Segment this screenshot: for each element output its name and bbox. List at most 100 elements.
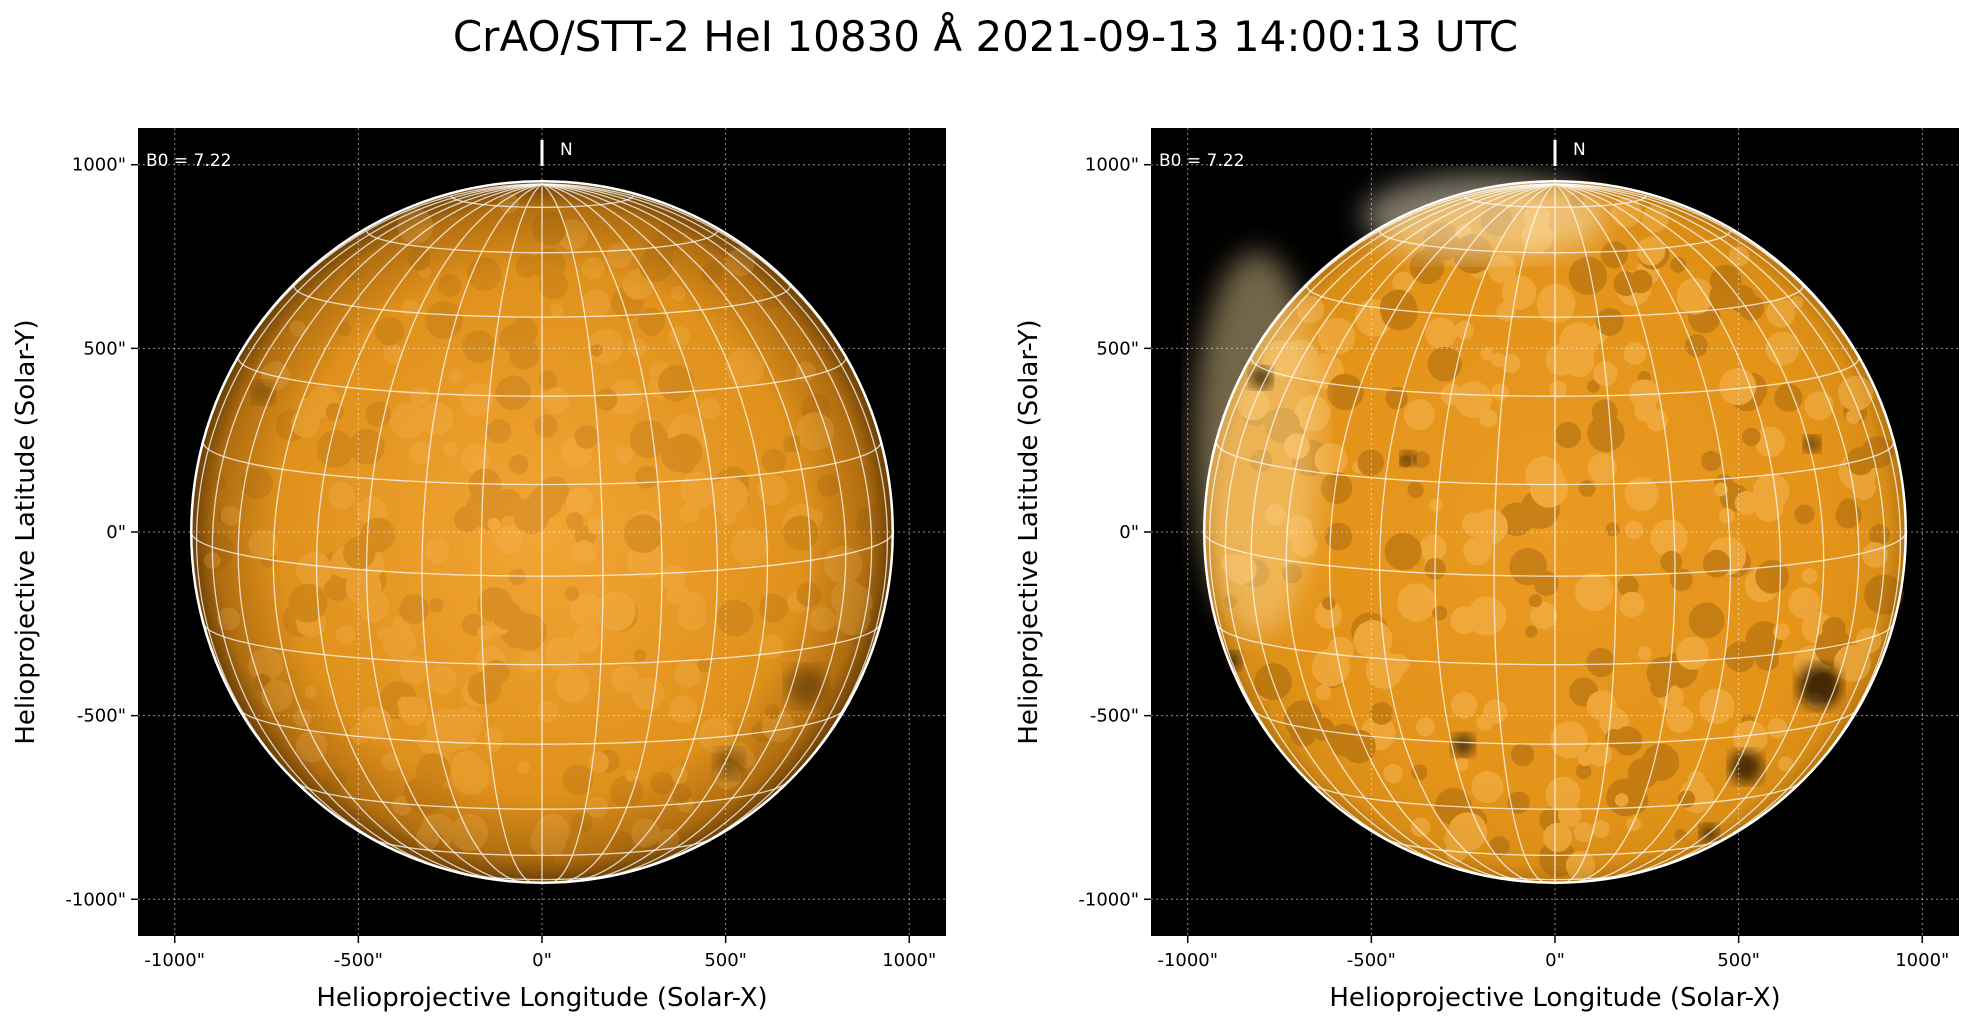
texture-cell bbox=[1586, 648, 1616, 678]
longitude-line bbox=[1554, 183, 1860, 876]
texture-cell bbox=[1379, 289, 1418, 327]
texture-cell bbox=[1838, 498, 1858, 518]
coordinate-grid-right bbox=[1151, 128, 1959, 936]
texture-cell bbox=[1471, 770, 1504, 804]
texture-cell bbox=[1637, 237, 1670, 270]
texture-cell bbox=[1476, 714, 1494, 731]
texture-cell bbox=[447, 718, 478, 750]
texture-cell bbox=[629, 420, 668, 459]
texture-cell bbox=[1370, 702, 1394, 725]
texture-cell bbox=[477, 586, 513, 623]
x-tick-label: 0" bbox=[532, 950, 552, 971]
solar-limb bbox=[1203, 180, 1907, 884]
texture-cell bbox=[1327, 636, 1354, 663]
texture-cell bbox=[730, 528, 769, 567]
x-axis-label-left: Helioprojective Longitude (Solar-X) bbox=[316, 983, 767, 1013]
texture-cell bbox=[783, 515, 819, 551]
texture-cell bbox=[486, 419, 512, 444]
texture-cell bbox=[635, 465, 659, 489]
texture-cell bbox=[316, 430, 355, 468]
texture-cell bbox=[357, 496, 388, 527]
texture-cell bbox=[1562, 345, 1595, 378]
texture-cell bbox=[677, 456, 695, 474]
texture-cell bbox=[1641, 205, 1669, 233]
texture-cell bbox=[357, 706, 392, 741]
texture-cell bbox=[1623, 342, 1647, 366]
texture-cell bbox=[322, 388, 337, 403]
texture-cell bbox=[716, 599, 754, 637]
texture-cell bbox=[1728, 245, 1750, 267]
texture-cell bbox=[460, 382, 494, 417]
texture-cell bbox=[1320, 472, 1353, 505]
texture-cell bbox=[631, 818, 661, 848]
y-axis-label-left: Helioprojective Latitude (Solar-Y) bbox=[11, 319, 41, 744]
texture-cell bbox=[435, 787, 456, 809]
texture-cell bbox=[220, 505, 241, 526]
texture-cell bbox=[336, 625, 356, 645]
texture-cell bbox=[536, 700, 559, 723]
texture-cell bbox=[1524, 625, 1538, 638]
b0-label-right: B0 = 7.22 bbox=[1159, 151, 1244, 171]
texture-cell bbox=[611, 286, 644, 319]
texture-cell bbox=[427, 665, 457, 695]
texture-cell bbox=[639, 248, 673, 282]
texture-cell bbox=[538, 270, 568, 300]
texture-cell bbox=[291, 408, 321, 438]
texture-cell bbox=[1846, 649, 1865, 668]
texture-cell bbox=[475, 491, 496, 513]
texture-cell bbox=[634, 648, 647, 662]
longitude-line bbox=[365, 183, 543, 883]
texture-cell bbox=[275, 409, 308, 442]
texture-cell bbox=[539, 369, 555, 385]
texture-cell bbox=[1586, 690, 1617, 721]
texture-cell bbox=[601, 595, 638, 633]
texture-cell bbox=[800, 394, 832, 425]
texture-cell bbox=[1365, 651, 1404, 690]
disk-texture bbox=[194, 193, 889, 869]
texture-cell bbox=[1636, 236, 1666, 266]
longitude-line bbox=[1285, 183, 1556, 879]
texture-cell bbox=[382, 626, 417, 660]
texture-cell bbox=[1557, 332, 1595, 371]
texture-cell bbox=[734, 491, 750, 507]
texture-cell bbox=[1483, 699, 1508, 724]
texture-cell bbox=[1794, 504, 1815, 525]
texture-cell bbox=[628, 337, 648, 358]
texture-cell bbox=[1429, 498, 1443, 512]
y-tick-label: -500" bbox=[1090, 706, 1139, 727]
texture-cell bbox=[324, 768, 347, 791]
texture-cell bbox=[574, 525, 597, 547]
texture-cell bbox=[1670, 568, 1693, 591]
texture-cell bbox=[1627, 758, 1659, 789]
texture-cell bbox=[1444, 825, 1473, 854]
dark-filament bbox=[251, 381, 274, 404]
longitude-line bbox=[1554, 183, 1676, 883]
texture-cell bbox=[416, 753, 451, 788]
texture-cell bbox=[509, 613, 547, 651]
texture-cell bbox=[519, 651, 541, 673]
longitude-line bbox=[1328, 183, 1556, 882]
texture-cell bbox=[509, 339, 540, 370]
texture-cell bbox=[1528, 594, 1543, 608]
texture-cell bbox=[610, 832, 634, 855]
texture-cell bbox=[450, 750, 484, 784]
ticks-right: -1000" -1000" -500" -500" 0" 0" 500" 500" 1000" 1… bbox=[1078, 155, 1949, 971]
texture-cell bbox=[253, 673, 272, 693]
texture-cell bbox=[1311, 648, 1350, 687]
texture-cell bbox=[1351, 612, 1389, 650]
texture-cell bbox=[450, 813, 489, 852]
texture-cell bbox=[699, 397, 721, 420]
x-tick-label: -1000" bbox=[1157, 950, 1218, 971]
texture-cell bbox=[681, 591, 706, 616]
texture-cell bbox=[1489, 836, 1510, 857]
texture-cell bbox=[1392, 271, 1414, 294]
texture-cell bbox=[1501, 275, 1537, 310]
texture-cell bbox=[761, 710, 795, 743]
texture-cell bbox=[650, 771, 674, 795]
texture-cell bbox=[1665, 705, 1694, 734]
texture-cell bbox=[677, 602, 707, 631]
texture-cell bbox=[289, 320, 306, 337]
north-label-right: N bbox=[1573, 140, 1586, 160]
texture-cell bbox=[288, 583, 328, 623]
texture-cell bbox=[783, 503, 821, 541]
